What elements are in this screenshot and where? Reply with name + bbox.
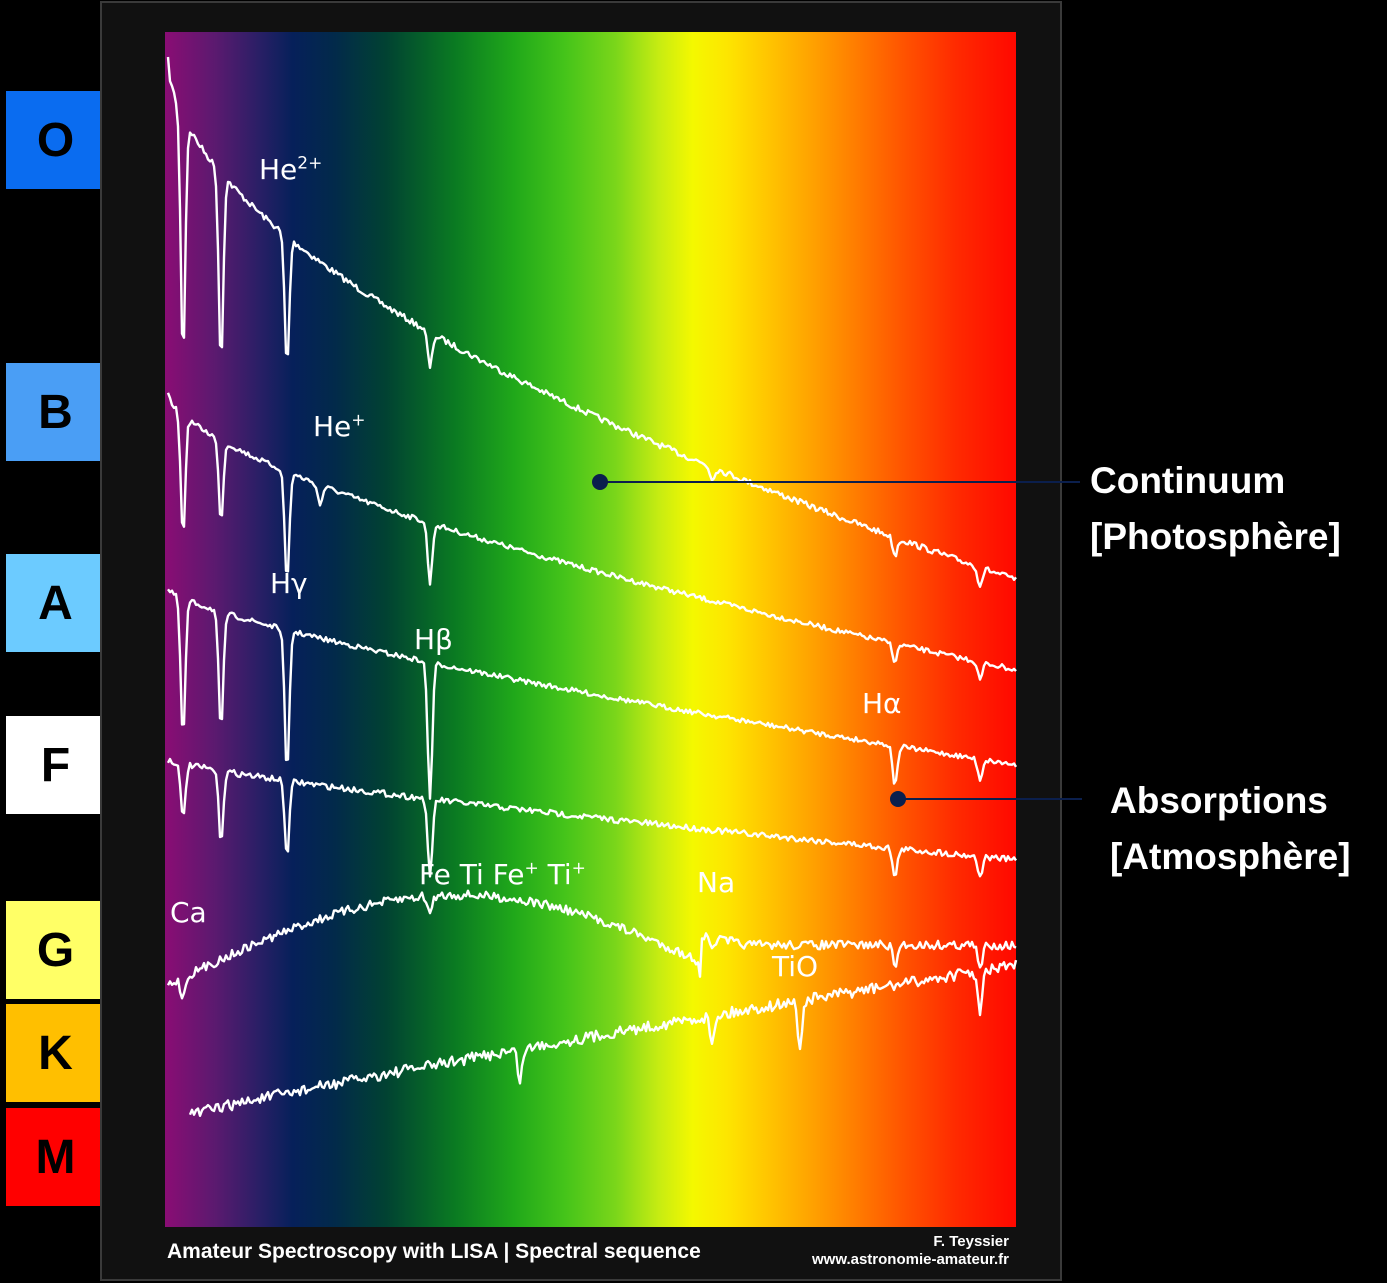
spectrum-f [166, 757, 1017, 878]
class-letter-g: G [36, 923, 75, 977]
class-box-b: B [6, 363, 105, 461]
absorptions-title: Absorptions [1110, 780, 1328, 821]
spectrum-b [166, 392, 1017, 681]
footer-credit: F. Teyssier www.astronomie-amateur.fr [812, 1233, 1009, 1269]
class-box-g: G [6, 901, 105, 999]
label-ca: Ca [170, 896, 207, 929]
class-letter-a: A [38, 576, 73, 630]
continuum-subtitle: [Photosphère] [1090, 516, 1341, 557]
continuum-title: Continuum [1090, 460, 1286, 501]
spectrum-k [188, 959, 1018, 1117]
spectra-curves [166, 56, 1018, 1117]
class-letter-k: K [38, 1026, 73, 1080]
class-letter-m: M [35, 1130, 76, 1184]
class-box-a: A [6, 554, 105, 652]
label-h-alpha: Hα [862, 687, 902, 720]
continuum-annotation: Continuum [Photosphère] [1090, 453, 1341, 565]
class-box-o: O [6, 91, 105, 189]
spectrum-a [167, 588, 1018, 800]
label-heplus: He+ [313, 410, 366, 443]
footer-author: F. Teyssier [933, 1233, 1009, 1250]
class-letter-f: F [40, 738, 71, 792]
class-letter-b: B [38, 385, 73, 439]
absorptions-subtitle: [Atmosphère] [1110, 836, 1351, 877]
label-h-gamma: Hγ [270, 567, 308, 600]
absorptions-annotation: Absorptions [Atmosphère] [1110, 773, 1351, 885]
absorptions-marker [890, 791, 906, 807]
continuum-marker [592, 474, 608, 490]
class-letter-o: O [36, 113, 75, 167]
spectrum-o [166, 56, 1017, 588]
label-tio: TiO [772, 950, 819, 983]
label-h-beta: Hβ [414, 623, 453, 656]
spectrum-g [166, 889, 1017, 1000]
label-he2plus: He2+ [259, 153, 323, 186]
label-na: Na [697, 866, 736, 899]
rainbow-spectrum-background [165, 32, 1016, 1227]
class-box-m: M [6, 1108, 105, 1206]
class-box-f: F [6, 716, 105, 814]
label-metals: Fe Ti Fe+ Ti+ [419, 858, 586, 891]
footer-url: www.astronomie-amateur.fr [812, 1251, 1009, 1268]
footer-title: Amateur Spectroscopy with LISA | Spectra… [167, 1240, 701, 1263]
class-box-k: K [6, 1004, 105, 1102]
